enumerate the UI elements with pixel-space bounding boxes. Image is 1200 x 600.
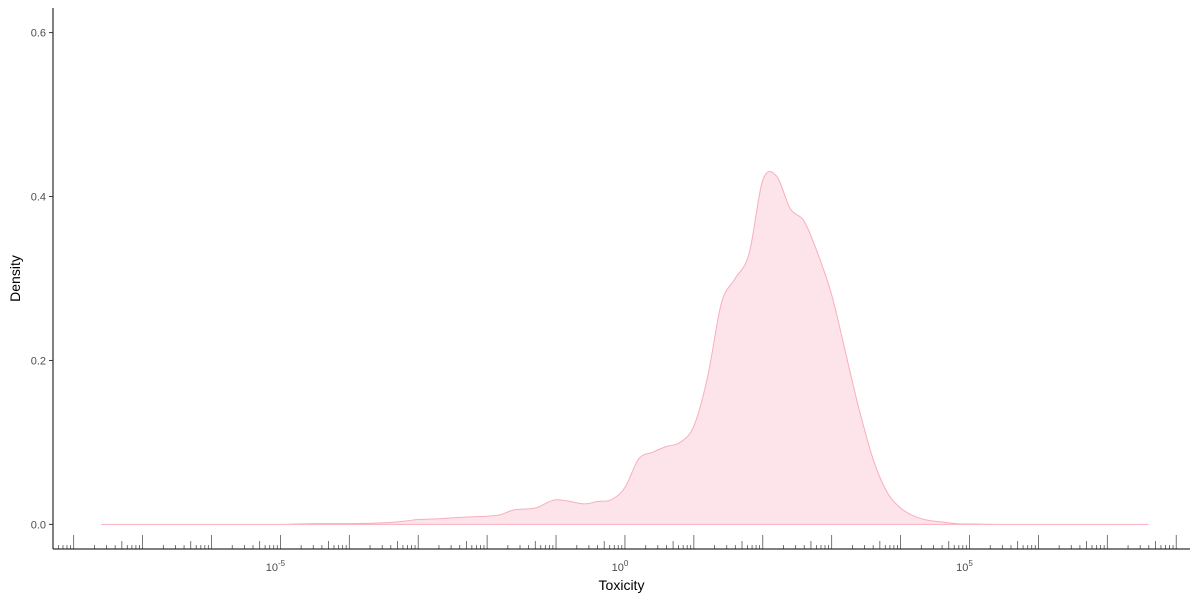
y-tick-label: 0.4 — [31, 192, 46, 204]
x-axis-title: Toxicity — [599, 577, 645, 593]
plot-layer — [101, 170, 1149, 525]
rug-layer — [57, 535, 1177, 549]
y-axis-title: Density — [7, 255, 23, 302]
x-tick-label: 10-5 — [266, 559, 286, 574]
x-axis-ticks: 10-5 100 105 — [266, 559, 974, 574]
y-tick-label: 0.2 — [31, 355, 46, 367]
y-axis-ticks: 0.0 0.2 0.4 0.6 — [31, 28, 53, 531]
y-tick-label: 0.6 — [31, 28, 46, 40]
density-area — [101, 170, 1149, 525]
x-tick-label: 105 — [956, 559, 973, 574]
y-tick-label: 0.0 — [31, 519, 46, 531]
x-tick-label: 100 — [612, 559, 629, 574]
